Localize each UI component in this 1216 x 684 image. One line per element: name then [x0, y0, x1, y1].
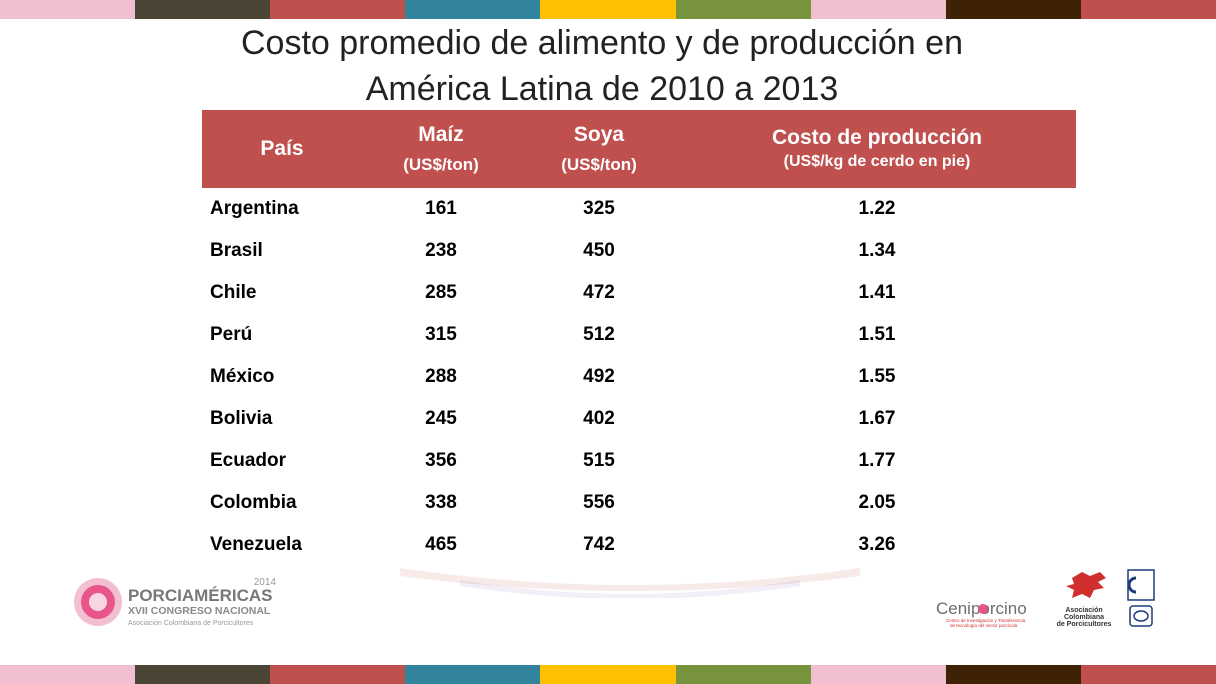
- stripe-segment: [540, 0, 676, 19]
- stripe-segment: [945, 0, 1081, 19]
- table-row: México 288 492 1.55: [202, 356, 1076, 398]
- cell-maiz: 315: [425, 324, 457, 345]
- table-row: Ecuador 356 515 1.77: [202, 440, 1076, 482]
- cell-cost: 2.05: [858, 492, 896, 513]
- ceniporcino-tagline-1: Centro de Investigación y Transferencia: [946, 618, 1026, 623]
- cell-maiz: 465: [425, 534, 457, 555]
- cell-soya: 742: [583, 534, 615, 555]
- cell-cost: 1.55: [858, 366, 896, 387]
- header-soya-label: Soya: [573, 123, 625, 146]
- quality-seal-icon: [1129, 605, 1153, 627]
- header-cost-label: Costo de producción: [772, 126, 982, 149]
- table-row: Perú 315 512 1.51: [202, 314, 1076, 356]
- cell-cost: 1.41: [858, 282, 896, 303]
- cell-maiz: 161: [425, 198, 457, 219]
- bottom-color-stripe: [0, 665, 1216, 684]
- cell-maiz: 238: [425, 240, 457, 261]
- asociacion-pig-icon: [1066, 572, 1106, 598]
- stripe-segment: [945, 665, 1081, 684]
- cost-table: País Maíz (US$/ton) Soya (US$/ton) Costo…: [202, 110, 1076, 566]
- slide-title-line-1: Costo promedio de alimento y de producci…: [241, 24, 963, 62]
- asociacion-line-3: de Porcicultores: [1057, 621, 1112, 628]
- header-maiz-label: Maíz: [418, 123, 464, 146]
- cell-soya: 450: [583, 240, 615, 261]
- cell-soya: 402: [583, 408, 615, 429]
- header-country: País: [260, 137, 304, 160]
- cell-soya: 492: [583, 366, 615, 387]
- header-maiz-unit: (US$/ton): [403, 155, 479, 174]
- stripe-segment: [675, 665, 811, 684]
- stripe-segment: [0, 0, 136, 19]
- stripe-segment: [405, 0, 541, 19]
- cell-country: Chile: [210, 282, 257, 303]
- ceniporcino-mark: [978, 604, 988, 614]
- cell-maiz: 338: [425, 492, 457, 513]
- porciamericas-year: 2014: [254, 577, 277, 588]
- stripe-segment: [135, 665, 271, 684]
- stripe-segment: [675, 0, 811, 19]
- cell-maiz: 356: [425, 450, 457, 471]
- table-row: Chile 285 472 1.41: [202, 272, 1076, 314]
- cell-maiz: 245: [425, 408, 457, 429]
- porciamericas-logo: 2014 PORCIAMÉRICAS XVII CONGRESO NACIONA…: [74, 577, 277, 627]
- stripe-segment: [0, 665, 136, 684]
- partner-logos: Ceniporcino Centro de Investigación y Tr…: [936, 569, 1155, 628]
- top-color-stripe: [0, 0, 1216, 19]
- cell-country: México: [210, 366, 275, 387]
- table-row: Brasil 238 450 1.34: [202, 230, 1076, 272]
- stripe-segment: [270, 665, 406, 684]
- table-row: Venezuela 465 742 3.26: [202, 524, 1076, 566]
- porciamericas-name: PORCIAMÉRICAS: [128, 586, 273, 605]
- stripe-segment: [270, 0, 406, 19]
- cell-country: Argentina: [210, 198, 299, 219]
- ceniporcino-tagline-2: de tecnología del sector porcícola: [950, 623, 1018, 628]
- header-soya: Soya (US$/ton): [520, 110, 678, 188]
- stripe-segment: [405, 665, 541, 684]
- asociacion-line-1: Asociación: [1065, 607, 1102, 614]
- cell-cost: 3.26: [858, 534, 896, 555]
- slide-title-line-2: América Latina de 2010 a 2013: [365, 70, 839, 108]
- cell-soya: 512: [583, 324, 615, 345]
- cell-soya: 325: [583, 198, 615, 219]
- cell-maiz: 288: [425, 366, 457, 387]
- cell-cost: 1.67: [858, 408, 896, 429]
- cell-cost: 1.22: [858, 198, 896, 219]
- cell-maiz: 285: [425, 282, 457, 303]
- background-watermark: [400, 568, 860, 598]
- cell-country: Bolivia: [210, 408, 273, 429]
- stripe-segment: [810, 665, 946, 684]
- cell-country: Ecuador: [210, 450, 287, 471]
- stripe-segment: [810, 0, 946, 19]
- cell-cost: 1.77: [858, 450, 896, 471]
- table-header-row: País Maíz (US$/ton) Soya (US$/ton) Costo…: [202, 110, 1076, 188]
- stripe-segment: [135, 0, 271, 19]
- cell-cost: 1.51: [858, 324, 896, 345]
- header-maiz: Maíz (US$/ton): [362, 110, 520, 188]
- porciamericas-org: Asociación Colombiana de Porcicultores: [128, 620, 254, 627]
- cell-country: Perú: [210, 324, 253, 345]
- cell-country: Colombia: [210, 492, 297, 513]
- stripe-segment: [1080, 665, 1216, 684]
- cell-soya: 515: [583, 450, 615, 471]
- header-soya-unit: (US$/ton): [561, 155, 637, 174]
- asociacion-line-2: Colombiana: [1064, 614, 1104, 621]
- slide-title: Costo promedio de alimento y de producci…: [0, 20, 1216, 112]
- cell-soya: 556: [583, 492, 615, 513]
- stripe-segment: [540, 665, 676, 684]
- cell-country: Venezuela: [210, 534, 302, 555]
- header-cost-unit: (US$/kg de cerdo en pie): [783, 153, 971, 170]
- cell-soya: 472: [583, 282, 615, 303]
- table-row: Argentina 161 325 1.22: [202, 188, 1076, 230]
- header-cost: Costo de producción (US$/kg de cerdo en …: [678, 110, 1076, 188]
- table-row: Colombia 338 556 2.05: [202, 482, 1076, 524]
- porciamericas-subtitle: XVII CONGRESO NACIONAL: [128, 605, 271, 617]
- certification-badge-icon: [1127, 569, 1155, 601]
- cell-country: Brasil: [210, 240, 263, 261]
- stripe-segment: [1080, 0, 1216, 19]
- cell-cost: 1.34: [858, 240, 896, 261]
- table-row: Bolivia 245 402 1.67: [202, 398, 1076, 440]
